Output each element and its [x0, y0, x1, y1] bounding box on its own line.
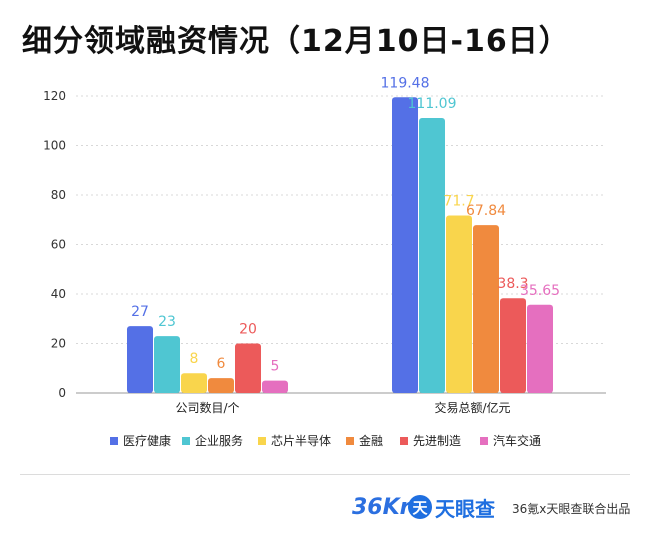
data-label: 8: [190, 351, 199, 367]
data-label: 6: [217, 356, 226, 372]
bar: [473, 225, 499, 393]
credit-text: 36氪x天眼查联合出品: [512, 502, 631, 516]
footer-divider: [20, 474, 630, 475]
data-label: 119.48: [381, 75, 430, 91]
data-label: 111.09: [408, 96, 457, 112]
tianyancha-logo-mark: 天: [408, 495, 432, 519]
legend-label: 企业服务: [195, 433, 243, 448]
bar: [127, 326, 153, 393]
data-label: 23: [158, 314, 176, 330]
legend-swatch: [480, 437, 488, 445]
data-label: 71.7: [443, 194, 474, 210]
bar: [446, 215, 472, 393]
bar: [181, 373, 207, 393]
bar: [419, 118, 445, 393]
bar: [154, 336, 180, 393]
data-label: 5: [271, 359, 280, 375]
bar: [208, 378, 234, 393]
legend-swatch: [110, 437, 118, 445]
bar: [235, 343, 261, 393]
tianyancha-logo-text: 天眼查: [435, 496, 495, 521]
legend-swatch: [182, 437, 190, 445]
data-label: 67.84: [466, 203, 506, 219]
y-tick-label: 60: [51, 238, 66, 252]
data-label: 27: [131, 304, 149, 320]
y-tick-label: 120: [43, 89, 66, 103]
bar: [500, 298, 526, 393]
y-tick-label: 100: [43, 139, 66, 153]
x-category-label: 公司数目/个: [175, 400, 239, 415]
tianyancha-logo: 天 天眼查: [408, 494, 495, 521]
legend-label: 汽车交通: [493, 433, 541, 448]
data-label: 20: [239, 322, 257, 338]
36kr-logo: 36Kr: [352, 495, 411, 520]
legend-label: 先进制造: [413, 434, 461, 448]
legend-swatch: [346, 437, 354, 445]
legend-swatch: [400, 437, 408, 445]
y-tick-label: 40: [51, 287, 66, 301]
bar-chart: 0 20 40 60 80 100 120 27 23 8 6 20 5 公司数目/个 119.48 111.…: [43, 75, 606, 448]
legend-label: 芯片半导体: [271, 434, 331, 448]
x-category-label: 交易总额/亿元: [434, 400, 510, 415]
data-label: 38.3: [497, 276, 528, 292]
bar: [392, 97, 418, 394]
y-tick-label: 20: [51, 337, 66, 351]
legend-label: 金融: [359, 433, 383, 448]
chart-title: 细分领域融资情况（12月10日-16日）: [22, 24, 570, 59]
y-tick-label: 0: [58, 386, 66, 400]
legend-swatch: [258, 437, 266, 445]
legend-label: 医疗健康: [123, 433, 171, 448]
data-label: 35.65: [520, 283, 560, 299]
bar: [262, 380, 288, 393]
y-tick-label: 80: [51, 188, 66, 202]
bar: [527, 304, 553, 393]
